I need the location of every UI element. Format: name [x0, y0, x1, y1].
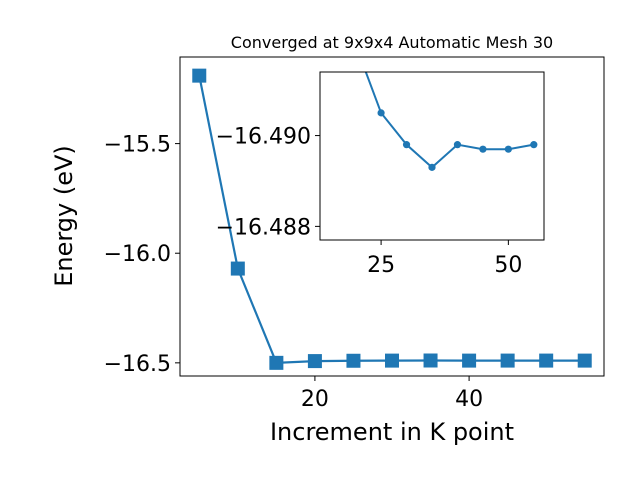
inset-axes-frame [319, 71, 545, 241]
main-data-point [577, 353, 592, 368]
main-x-tick-label: 40 [455, 387, 483, 412]
inset-x-tick-label: 50 [494, 253, 522, 278]
inset-data-point [453, 141, 462, 149]
main-data-point [269, 355, 284, 370]
inset-data-point [530, 141, 538, 149]
y-axis-label: Energy (eV) [50, 145, 78, 287]
inset-series-group [364, 72, 538, 171]
main-data-point [385, 353, 399, 368]
main-y-tick-label: −16.0 [104, 242, 171, 267]
x-axis-label: Increment in K point [270, 418, 514, 446]
inset-data-point [504, 145, 512, 153]
main-data-point [230, 261, 245, 276]
main-markers [192, 68, 592, 370]
main-x-tick-label: 20 [301, 387, 329, 412]
main-ticks: 20 40 −15.5 −16.0 −16.5 [104, 133, 484, 412]
inset-y-tick-label: −16.488 [216, 215, 311, 240]
inset-data-point [402, 141, 411, 149]
main-data-point [192, 68, 207, 83]
inset-data-point [479, 145, 487, 153]
inset-data-point [428, 163, 436, 171]
main-data-point [307, 354, 322, 369]
main-data-point [346, 353, 361, 368]
main-series-group [192, 68, 592, 370]
main-data-point [423, 353, 438, 368]
main-y-tick-label: −16.5 [104, 352, 171, 377]
inset-markers [377, 109, 538, 171]
inset-ticks: 25 50 −16.490 −16.488 [216, 125, 523, 278]
inset-data-point [377, 109, 385, 117]
inset-y-tick-label: −16.490 [216, 125, 311, 150]
inset-axes: 25 50 −16.490 −16.488 [216, 71, 545, 278]
main-data-point [539, 353, 554, 368]
inset-x-tick-label: 25 [367, 253, 395, 278]
main-y-tick-label: −15.5 [104, 133, 171, 158]
main-data-point [462, 353, 477, 368]
main-data-point [500, 353, 515, 368]
inset-plot-area [320, 72, 544, 240]
chart-title: Converged at 9x9x4 Automatic Mesh 30 [231, 33, 553, 52]
main-axes-frame [179, 56, 605, 377]
